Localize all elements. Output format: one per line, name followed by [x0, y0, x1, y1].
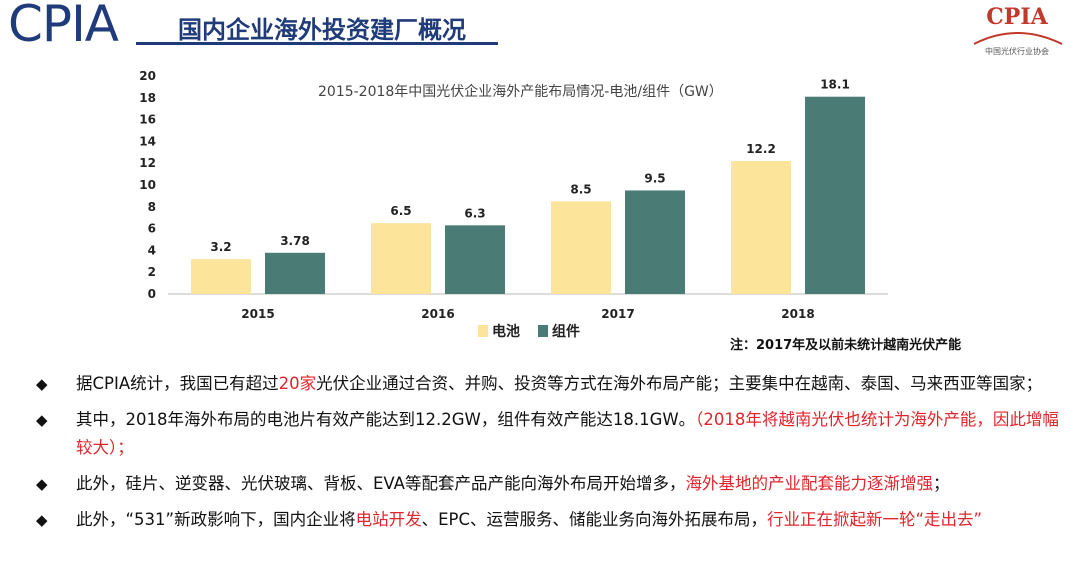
data-label: 18.1 [820, 78, 850, 92]
y-tick-label: 16 [139, 113, 156, 127]
title-underline [136, 42, 498, 45]
diamond-bullet-icon: ◆ [36, 511, 48, 529]
diamond-bullet-icon: ◆ [36, 375, 48, 393]
body-text: ； [932, 474, 950, 493]
legend-swatch [538, 325, 548, 337]
y-tick-label: 18 [139, 91, 156, 105]
highlight-text: 20家 [278, 374, 317, 393]
body-text: 据CPIA统计，我国已有超过 [76, 374, 279, 393]
legend-label: 组件 [552, 323, 580, 340]
data-label: 8.5 [570, 182, 591, 196]
data-label: 6.5 [390, 204, 411, 218]
bullet-item: ◆ 此外，“531”新政影响下，国内企业将电站开发、EPC、运营服务、储能业务向海… [28, 506, 1068, 534]
y-tick-label: 12 [139, 156, 156, 170]
bar-module-2015 [265, 252, 325, 294]
bar-cell-2016 [371, 223, 431, 294]
x-tick-label: 2015 [241, 307, 274, 321]
body-text: 此外，硅片、逆变器、光伏玻璃、背板、EVA等配套产品产能向海外布局开始增多， [76, 474, 686, 493]
page-title: 国内企业海外投资建厂概况 [178, 16, 466, 44]
y-tick-label: 10 [139, 178, 156, 192]
x-tick-label: 2016 [421, 307, 454, 321]
bullet-item: ◆ 据CPIA统计，我国已有超过20家光伏企业通过合资、并购、投资等方式在海外布局… [28, 370, 1068, 398]
body-text: 其中，2018年海外布局的电池片有效产能达到12.2GW，组件有效产能达18.1… [76, 410, 696, 429]
data-label: 3.2 [210, 240, 231, 254]
bullet-list: ◆ 据CPIA统计，我国已有超过20家光伏企业通过合资、并购、投资等方式在海外布局… [28, 370, 1068, 542]
logo-swoosh-icon [973, 32, 1063, 45]
legend-label: 电池 [492, 323, 520, 340]
chart-title: 2015-2018年中国光伏企业海外产能布局情况-电池/组件（GW） [318, 83, 723, 100]
y-tick-label: 20 [139, 69, 156, 83]
y-tick-label: 4 [148, 243, 156, 257]
highlight-text: 海外基地的产业配套能力逐渐增强 [685, 474, 933, 493]
bar-module-2017 [625, 190, 685, 294]
diamond-bullet-icon: ◆ [36, 475, 48, 493]
data-label: 3.78 [280, 234, 310, 248]
cpia-logo: CPIA 中国光伏行业协会 [962, 4, 1072, 58]
y-tick-label: 2 [148, 265, 156, 279]
bar-cell-2017 [551, 201, 611, 294]
bullet-item: ◆ 此外，硅片、逆变器、光伏玻璃、背板、EVA等配套产品产能向海外布局开始增多，海… [28, 470, 1068, 498]
highlight-text: （2018年将越南光伏也统计为海外产能，因此增幅较大）； [76, 410, 1059, 457]
x-tick-label: 2018 [781, 307, 814, 321]
bullet-item: ◆ 其中，2018年海外布局的电池片有效产能达到12.2GW，组件有效产能达18.… [28, 406, 1068, 462]
y-tick-label: 14 [139, 134, 156, 148]
body-text: 此外，“531”新政影响下，国内企业将 [76, 510, 356, 529]
bar-cell-2018 [731, 161, 791, 294]
body-text: 光伏企业通过合资、并购、投资等方式在海外布局产能；主要集中在越南、泰国、马来西亚… [316, 374, 1043, 393]
y-tick-label: 8 [148, 200, 156, 214]
highlight-text: 行业正在掀起新一轮“走出去” [767, 510, 983, 529]
body-text: 、EPC、运营服务、储能业务向海外拓展布局， [421, 510, 767, 529]
header: CPIA 国内企业海外投资建厂概况 CPIA 中国光伏行业协会 [0, 0, 1080, 56]
bar-module-2016 [445, 225, 505, 294]
data-label: 6.3 [464, 206, 485, 220]
diamond-bullet-icon: ◆ [36, 411, 48, 429]
y-tick-label: 0 [148, 287, 156, 301]
y-tick-label: 6 [148, 222, 156, 236]
bar-cell-2015 [191, 259, 251, 294]
data-label: 12.2 [746, 142, 776, 156]
data-label: 9.5 [644, 171, 665, 185]
bar-module-2018 [805, 96, 865, 295]
brand-wordmark: CPIA [8, 0, 119, 53]
bar-chart: 2015-2018年中国光伏企业海外产能布局情况-电池/组件（GW） 0 2 4 6 8 1… [139, 69, 888, 340]
highlight-text: 电站开发 [355, 510, 422, 529]
legend-swatch [478, 325, 488, 337]
logo-text: CPIA [986, 4, 1048, 30]
x-tick-label: 2017 [601, 307, 634, 321]
logo-subtitle: 中国光伏行业协会 [985, 47, 1049, 56]
chart-note: 注：2017年及以前未统计越南光伏产能 [730, 338, 962, 353]
